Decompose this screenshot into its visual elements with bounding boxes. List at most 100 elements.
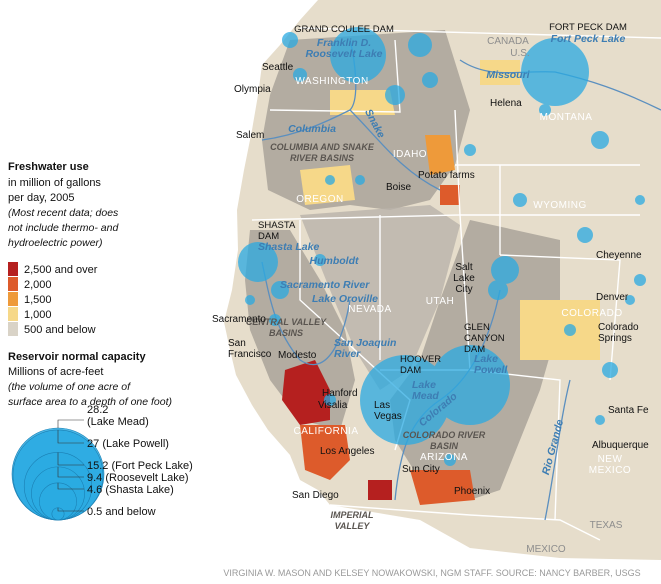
reservoir-value: 15.2 <box>87 460 108 472</box>
reservoir <box>408 33 432 57</box>
reservoir <box>513 193 527 207</box>
reservoir-legend-items: 28.2 (Lake Mead) 27 (Lake Powell) 15.2 (For… <box>11 404 193 521</box>
map-label: Santa Fe <box>608 405 649 416</box>
map-label-line: Springs <box>598 333 632 344</box>
reservoir <box>635 195 645 205</box>
legend-note: (Most recent data; does <box>8 207 119 219</box>
map-label-line: Colorado <box>598 322 639 333</box>
map-label: Lake Mead <box>412 379 439 402</box>
reservoir <box>488 280 508 300</box>
reservoir <box>271 281 289 299</box>
leader-line <box>57 507 84 512</box>
map-label: Potato farms <box>418 170 475 181</box>
legend-label: 2,500 and over <box>24 264 98 276</box>
reservoir-name: and below <box>105 506 155 518</box>
use-oregon <box>300 165 355 205</box>
map-label-line: Lake <box>474 353 498 365</box>
map-label: San Diego <box>292 490 339 501</box>
legend-label: 1,000 <box>24 309 52 321</box>
river <box>261 261 351 366</box>
reservoir-value: 0.5 <box>87 506 102 518</box>
map-label: Las Vegas <box>374 400 402 422</box>
reservoir <box>595 415 605 425</box>
map-label: UTAH <box>426 296 454 307</box>
map-label: MONTANA <box>540 112 593 123</box>
legend-subtitle: in million of gallons <box>8 177 101 189</box>
reservoir <box>444 454 456 466</box>
reservoir <box>314 254 326 266</box>
legend-swatch <box>8 277 18 291</box>
map-label-line: DAM <box>400 365 421 376</box>
map-label: Lake Powell <box>474 353 508 376</box>
reservoir <box>591 131 609 149</box>
legend-items: 2,500 and over 2,000 1,500 1,000 500 and bel… <box>8 262 98 336</box>
map-label-line: Vegas <box>374 411 402 422</box>
use-idaho-south <box>440 185 460 205</box>
reservoir <box>238 242 278 282</box>
legend-subtitle: per day, 2005 <box>8 192 74 204</box>
map-label-line: Lake <box>412 379 436 391</box>
map-label: Salem <box>236 130 264 141</box>
map-label: San Joaquin River <box>334 337 396 360</box>
reservoir <box>269 314 281 326</box>
reservoir-name: (Roosevelt Lake) <box>105 472 188 484</box>
map-label-line: Salt <box>455 262 472 273</box>
map-label-line: BASINS <box>269 328 303 338</box>
map-label-line: COLUMBIA AND SNAKE <box>270 142 375 152</box>
reservoir <box>564 324 576 336</box>
reservoir <box>360 355 450 445</box>
map-label-line: Lake <box>453 273 475 284</box>
map-label-line: Las <box>374 400 390 411</box>
map-label-line: SHASTA <box>258 220 296 231</box>
reservoir-legend-label: 9.4 (Roosevelt Lake) <box>87 472 189 484</box>
map-label: GRAND COULEE DAM <box>294 24 394 35</box>
map-label-line: VALLEY <box>335 521 371 531</box>
legend-swatch <box>8 292 18 306</box>
map-label: Sacramento <box>212 314 266 325</box>
legend-note: hydroelectric power) <box>8 237 103 249</box>
map-label-line: Franklin D. <box>317 37 371 49</box>
map-label: Shasta Lake <box>258 241 319 253</box>
map-label: Olympia <box>234 84 271 95</box>
legend-swatch <box>8 307 18 321</box>
legend-label: 1,500 <box>24 294 52 306</box>
map-label-line: COLORADO RIVER <box>403 430 486 440</box>
map-label: WASHINGTON <box>295 76 368 87</box>
reservoir <box>602 362 618 378</box>
map-label: Hanford <box>322 388 358 399</box>
map-label: Columbia <box>288 123 336 135</box>
reservoir-legend-subtitle: Millions of acre-feet <box>8 366 103 378</box>
map-label-line: Mead <box>412 390 439 402</box>
map-label: SHASTA DAM <box>258 220 296 242</box>
use-idaho <box>425 135 455 175</box>
map-label: Humboldt <box>310 255 359 267</box>
map-label: OREGON <box>296 194 343 205</box>
map-label: Helena <box>490 98 522 109</box>
map-label: Salt Lake City <box>453 262 475 295</box>
reservoir-legend-note: surface area to a depth of one foot) <box>8 396 172 408</box>
reservoir <box>634 274 646 286</box>
map-label-line: San <box>228 338 246 349</box>
reservoir-legend-title: Reservoir normal capacity <box>8 351 146 363</box>
map-label-line: DAM <box>464 344 485 355</box>
map-label: U.S. <box>510 48 529 59</box>
reservoir <box>325 175 335 185</box>
basin-central-valley <box>245 230 355 430</box>
reservoir-value: 4.6 <box>87 484 102 496</box>
map-label: MEXICO <box>526 544 566 555</box>
map-label: COLORADO <box>561 308 622 319</box>
legend-title: Freshwater use <box>8 161 89 173</box>
use-colorado <box>520 300 600 360</box>
map-label: NEVADA <box>348 304 391 315</box>
map-label-line: BASIN <box>430 441 459 451</box>
reservoir <box>282 32 298 48</box>
use-phoenix <box>410 470 475 505</box>
map-label: COLORADO RIVER BASIN <box>403 430 486 451</box>
map-label: TEXAS <box>590 520 623 531</box>
map-label: Visalia <box>318 400 348 411</box>
legend-label: 500 and below <box>24 324 96 336</box>
reservoir-value: 27 <box>87 438 99 450</box>
map-label-line: GLEN <box>464 322 490 333</box>
reservoir <box>245 295 255 305</box>
reservoir-name: (Shasta Lake) <box>105 484 173 496</box>
